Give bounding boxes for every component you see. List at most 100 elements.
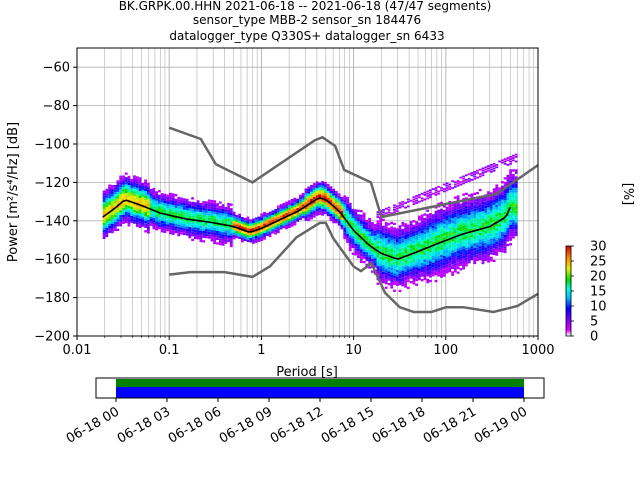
heatmap-cell (357, 253, 360, 256)
heatmap-cell (321, 185, 324, 188)
heatmap-cell (434, 220, 438, 223)
heatmap-cell (453, 244, 457, 248)
heatmap-cell (412, 259, 416, 262)
heatmap-cell (512, 224, 515, 227)
heatmap-cell (180, 199, 183, 203)
heatmap-cell (135, 201, 139, 204)
heatmap-cell (489, 226, 493, 230)
heatmap-cell (456, 225, 460, 228)
heatmap-cell (326, 204, 330, 207)
heatmap-cell (149, 216, 153, 219)
heatmap-cell (288, 221, 291, 224)
heatmap-cell (111, 187, 114, 190)
heatmap-cell (362, 235, 366, 238)
heatmap-cell (144, 218, 147, 221)
heatmap-cell (312, 187, 316, 190)
heatmap-cell (465, 204, 468, 207)
heatmap-cell (166, 196, 170, 200)
heatmap-cell (285, 224, 288, 227)
heatmap-cell (274, 209, 277, 212)
heatmap-cell (144, 223, 147, 226)
heatmap-cell (484, 235, 488, 238)
heatmap-cell (459, 224, 463, 227)
heatmap-cell (395, 274, 399, 277)
heatmap-cell (138, 211, 142, 215)
heatmap-cell (138, 184, 142, 187)
heatmap-cell (467, 258, 471, 262)
heatmap-cell (343, 197, 347, 200)
heatmap-cell (393, 289, 396, 292)
heatmap-cell (354, 225, 358, 228)
heatmap-cell (451, 216, 454, 219)
heatmap-cell (415, 221, 418, 224)
heatmap-cell (487, 200, 490, 203)
heatmap-cell (459, 245, 463, 248)
heatmap-cell (362, 238, 366, 241)
heatmap-cell (108, 196, 111, 199)
heatmap-cell (462, 205, 465, 208)
heatmap-cell (418, 224, 421, 228)
heatmap-cell (487, 258, 490, 261)
heatmap-cell (152, 220, 156, 223)
heatmap-cell (465, 179, 468, 181)
heatmap-cell (440, 227, 443, 230)
heatmap-cell (337, 195, 341, 198)
heatmap-cell (105, 193, 109, 196)
heatmap-cell (495, 207, 499, 210)
heatmap-cell (185, 224, 189, 227)
heatmap-cell (442, 242, 446, 245)
heatmap-cell (495, 198, 499, 201)
heatmap-cell (440, 211, 443, 214)
heatmap-cell (387, 248, 391, 251)
heatmap-cell (384, 272, 388, 276)
heatmap-cell (265, 215, 269, 218)
heatmap-cell (135, 192, 139, 195)
heatmap-cell (202, 235, 206, 238)
heatmap-cell (127, 203, 131, 206)
heatmap-cell (221, 236, 225, 239)
heatmap-cell (337, 198, 341, 201)
heatmap-cell (346, 229, 349, 232)
heatmap-cell (141, 215, 145, 218)
heatmap-cell (340, 197, 344, 200)
heatmap-cell (227, 232, 230, 236)
heatmap-cell (182, 214, 186, 217)
heatmap-cell (376, 243, 380, 246)
heatmap-cell (279, 204, 283, 207)
heatmap-cell (307, 209, 311, 212)
heatmap-cell (207, 220, 211, 223)
heatmap-cell (401, 274, 405, 278)
heatmap-cell (130, 204, 134, 207)
heatmap-cell (398, 278, 402, 281)
heatmap-cell (401, 265, 405, 268)
heatmap-cell (409, 281, 413, 284)
heatmap-cell (335, 200, 338, 203)
heatmap-cell (265, 213, 269, 216)
heatmap-cell (335, 195, 338, 198)
heatmap-cell (276, 205, 280, 208)
heatmap-cell (506, 174, 510, 178)
heatmap-cell (393, 204, 396, 207)
heatmap-cell (318, 185, 322, 188)
heatmap-cell (514, 208, 518, 211)
heatmap-cell (155, 193, 158, 196)
heatmap-cell (285, 220, 288, 223)
heatmap-cell (448, 249, 452, 252)
heatmap-cell (451, 211, 454, 214)
heatmap-cell (124, 181, 128, 184)
heatmap-cell (232, 230, 236, 233)
heatmap-cell (398, 255, 402, 258)
heatmap-cell (246, 225, 250, 229)
heatmap-cell (348, 235, 352, 238)
heatmap-cell (274, 229, 277, 233)
heatmap-cell (384, 268, 388, 271)
heatmap-cell (111, 221, 114, 224)
heatmap-cell (199, 223, 203, 226)
heatmap-cell (224, 218, 228, 221)
heatmap-cell (390, 277, 394, 280)
heatmap-cell (227, 214, 230, 217)
heatmap-cell (141, 183, 145, 186)
heatmap-cell (412, 245, 416, 248)
heatmap-cell (487, 239, 490, 242)
heatmap-cell (210, 204, 214, 207)
